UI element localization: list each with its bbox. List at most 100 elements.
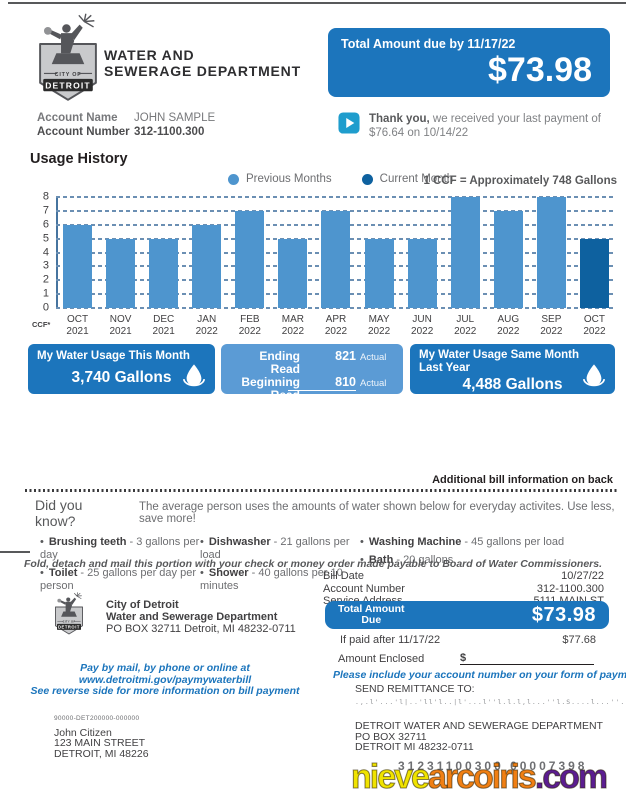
customer-address-line2: DETROIT, MI 48226 (54, 747, 149, 760)
tip-term: Brushing teeth (48, 536, 127, 548)
ending-read-suffix: Actual (360, 352, 387, 363)
bar-cell-mar-2022 (271, 197, 314, 308)
department-title-line2: SEWERAGE DEPARTMENT (104, 63, 301, 79)
tips-column-2: • Dishwasher - 21 gallons per load • Shower… (200, 536, 360, 593)
beginning-read-suffix: Actual (360, 378, 387, 389)
perforation-line (25, 489, 618, 492)
y-axis-unit-label: CCF* (32, 320, 51, 329)
usage-bar-may-2022 (364, 238, 394, 308)
y-axis-tick-3: 3 (42, 259, 49, 272)
include-account-note: Please include your account number on yo… (333, 669, 626, 681)
usage-bar-jan-2022 (192, 224, 222, 308)
customer-name: John Citizen (54, 726, 112, 739)
month-year: 2021 (109, 326, 132, 337)
bar-cell-feb-2022 (228, 197, 271, 308)
tips-column-1: • Brushing teeth - 3 gallons per day • Toil… (40, 536, 200, 593)
amount-enclosed-label: Amount Enclosed (338, 653, 425, 665)
stub-row-account-number: Account Number 312-1100.300 (323, 583, 604, 596)
y-axis-tick-8: 8 (42, 190, 49, 203)
late-payment-row: If paid after 11/17/22 $77.68 (340, 634, 596, 646)
chart-bars (56, 197, 616, 308)
legend-item-current-month: Current Month (361, 173, 454, 185)
bar-cell-sep-2022 (530, 197, 573, 308)
y-axis-tick-2: 2 (42, 273, 49, 286)
usage-bar-jul-2022 (450, 197, 480, 308)
utility-address-block: City of Detroit Water and Sewerage Depar… (106, 599, 296, 635)
month-name: JAN (197, 314, 217, 325)
usage-bar-sep-2022 (536, 197, 566, 308)
department-title: WATER AND SEWERAGE DEPARTMENT (104, 47, 301, 79)
usage-bar-nov-2021 (106, 238, 136, 308)
tip-term: Shower (208, 567, 249, 579)
chart-x-axis-labels: OCT 2021 NOV 2021 DEC 2021 JAN 2022 FEB 2022 MAR 20… (56, 314, 616, 338)
remittance-org-line3: DETROIT MI 48232-0711 (355, 741, 474, 753)
account-number-label: Account Number (37, 125, 130, 138)
currency-sign: $ (460, 652, 467, 665)
last-payment-note: Thank you, we received your last payment… (338, 112, 620, 140)
ending-read-label: Ending Read (259, 349, 300, 376)
month-year: 2021 (66, 326, 89, 337)
tip-term: Bath (368, 554, 394, 566)
legend-dot-current-month (361, 173, 373, 185)
late-payment-label: If paid after 11/17/22 (340, 634, 441, 646)
x-axis-label-apr-2022: APR 2022 (314, 314, 357, 338)
legend-label-current-month: Current Month (379, 173, 454, 185)
account-number-value: 312-1100.300 (134, 125, 205, 138)
tip-desc: - 25 gallons per day per person (40, 567, 197, 592)
bar-cell-oct-2021 (56, 197, 99, 308)
x-axis-label-dec-2021: DEC 2021 (142, 314, 185, 338)
x-axis-label-aug-2022: AUG 2022 (487, 314, 530, 338)
stub-total-amount: $73.98 (531, 603, 596, 626)
remittance-scanline: .,.l'...'l|..'ll'l..|l'...l''l.l.l,l...'… (355, 698, 626, 706)
detroit-spirit-logo-small (52, 592, 86, 637)
x-axis-label-feb-2022: FEB 2022 (228, 314, 271, 338)
tip-desc: - 20 gallons (393, 554, 454, 566)
org-address: PO BOX 32711 Detroit, MI 48232-0711 (106, 623, 296, 635)
meter-read-box: Ending Read 821 Actual Beginning Read 81… (221, 344, 403, 415)
x-axis-label-nov-2021: NOV 2021 (99, 314, 142, 338)
usage-last-year-title-line1: My Water Usage Same Month (419, 349, 579, 361)
bar-cell-apr-2022 (314, 197, 357, 308)
ccf-conversion-note: 1 CCF = Approximately 748 Gallons (423, 175, 617, 187)
tips-column-3: • Washing Machine - 45 gallons per load • B… (360, 536, 617, 593)
usage-this-month-box: My Water Usage This Month 3,740 Gallons (28, 344, 215, 394)
y-axis-tick-6: 6 (42, 218, 49, 231)
month-name: OCT (583, 314, 606, 325)
account-name-label: Account Name (37, 112, 118, 124)
department-title-line1: WATER AND (104, 47, 195, 63)
pay-options-note: Pay by mail, by phone or online at www.d… (15, 662, 315, 698)
tip-desc: - 21 gallons per load (200, 536, 350, 561)
top-rule (8, 2, 626, 4)
total-amount-due-box: Total Amount due by 11/17/22 $73.98 (328, 28, 610, 97)
remittance-address: DETROIT WATER AND SEWERAGE DEPARTMENT PO… (355, 721, 626, 753)
thank-you-bold: Thank you, (369, 113, 430, 125)
month-name: AUG (497, 314, 520, 325)
fold-instruction: Fold, detach and mail this portion with … (24, 558, 602, 570)
usage-bar-aug-2022 (493, 210, 523, 308)
remittance-org-line1: DETROIT WATER AND SEWERAGE DEPARTMENT (355, 720, 603, 732)
stub-row-label: Bill Date (323, 570, 364, 582)
legend-item-previous-months: Previous Months (228, 173, 332, 185)
month-year: 2021 (152, 326, 175, 337)
tip-toilet: • Toilet - 25 gallons per day per person (40, 567, 200, 593)
x-axis-label-mar-2022: MAR 2022 (271, 314, 314, 338)
x-axis-label-oct-2021: OCT 2021 (56, 314, 99, 338)
site-watermark: nievearcoiris.com (350, 757, 608, 797)
y-axis-tick-1: 1 (42, 287, 49, 300)
y-axis-tick-5: 5 (42, 232, 49, 245)
month-year: 2022 (324, 326, 348, 337)
water-drop-icon (583, 364, 605, 387)
water-usage-tips: • Brushing teeth - 3 gallons per day • Toil… (35, 536, 617, 593)
bar-cell-jul-2022 (444, 197, 487, 308)
tip-desc: - 45 gallons per load (461, 536, 565, 548)
month-name: MAY (368, 314, 390, 325)
beginning-read-value: 810 (288, 376, 356, 391)
meter-read-table: Ending Read 821 Actual Beginning Read 81… (230, 350, 394, 415)
y-axis-tick-4: 4 (42, 246, 49, 258)
month-year: 2022 (238, 326, 261, 337)
tip-shower: • Shower - 40 gallons per 10 minutes (200, 567, 360, 593)
bar-cell-aug-2022 (487, 197, 530, 308)
ending-read-value: 821 (335, 349, 356, 363)
bullet-icon: • (40, 536, 44, 548)
customer-address-line1: 123 MAIN STREET (54, 737, 146, 749)
